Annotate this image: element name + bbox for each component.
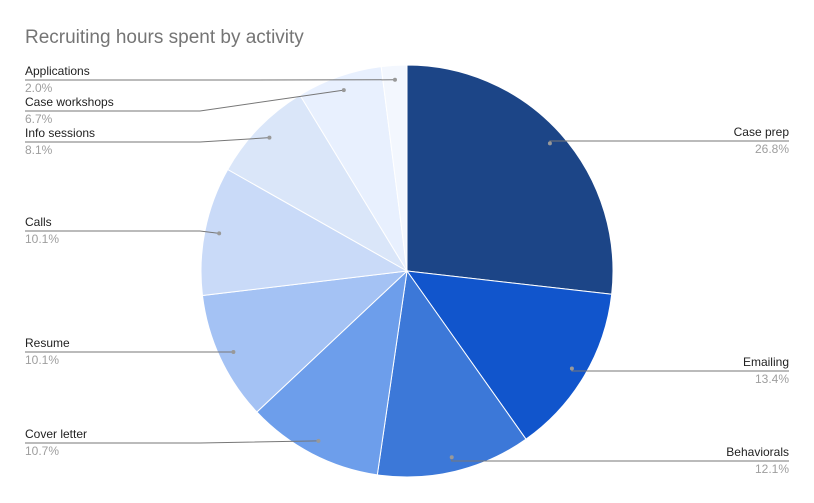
slice-label: Info sessions	[25, 126, 95, 140]
value-label: 8.1%	[25, 143, 53, 157]
leader-line	[549, 140, 789, 144]
value-label: 10.1%	[25, 353, 59, 367]
value-label: 12.1%	[755, 462, 789, 476]
leader-dot	[267, 135, 272, 140]
leader-line	[25, 137, 270, 143]
pie-slice	[376, 269, 527, 478]
slice-label: Resume	[25, 336, 70, 350]
pie-slice	[201, 270, 409, 413]
leader-dot	[316, 438, 321, 443]
slice-label: Emailing	[743, 355, 789, 369]
slice-label: Case prep	[734, 125, 790, 139]
value-label: 10.7%	[25, 444, 59, 458]
value-label: 6.7%	[25, 112, 53, 126]
value-label: 26.8%	[755, 142, 789, 156]
pie-slice	[200, 168, 409, 297]
pie-slice	[380, 64, 408, 272]
slice-label: Case workshops	[25, 95, 114, 109]
slice-label: Calls	[25, 215, 52, 229]
pie-slice	[406, 64, 614, 295]
leader-dot	[569, 366, 574, 371]
value-label: 13.4%	[755, 372, 789, 386]
leader-dot	[231, 350, 236, 355]
leader-line	[25, 89, 344, 112]
leader-line	[25, 440, 319, 444]
leader-line	[25, 230, 220, 234]
leader-dot	[547, 141, 552, 146]
pie-slice	[405, 270, 613, 440]
leader-dot	[341, 88, 346, 93]
chart-title: Recruiting hours spent by activity	[25, 27, 304, 48]
slice-label: Applications	[25, 64, 90, 78]
pie-slice	[256, 269, 408, 476]
leader-dot	[449, 455, 454, 460]
pie-slice	[227, 94, 409, 273]
leader-dot	[392, 77, 397, 82]
slice-label: Cover letter	[25, 427, 87, 441]
slice-label: Behaviorals	[726, 445, 789, 459]
value-label: 2.0%	[25, 81, 53, 95]
leader-dot	[217, 231, 222, 236]
value-label: 10.1%	[25, 232, 59, 246]
